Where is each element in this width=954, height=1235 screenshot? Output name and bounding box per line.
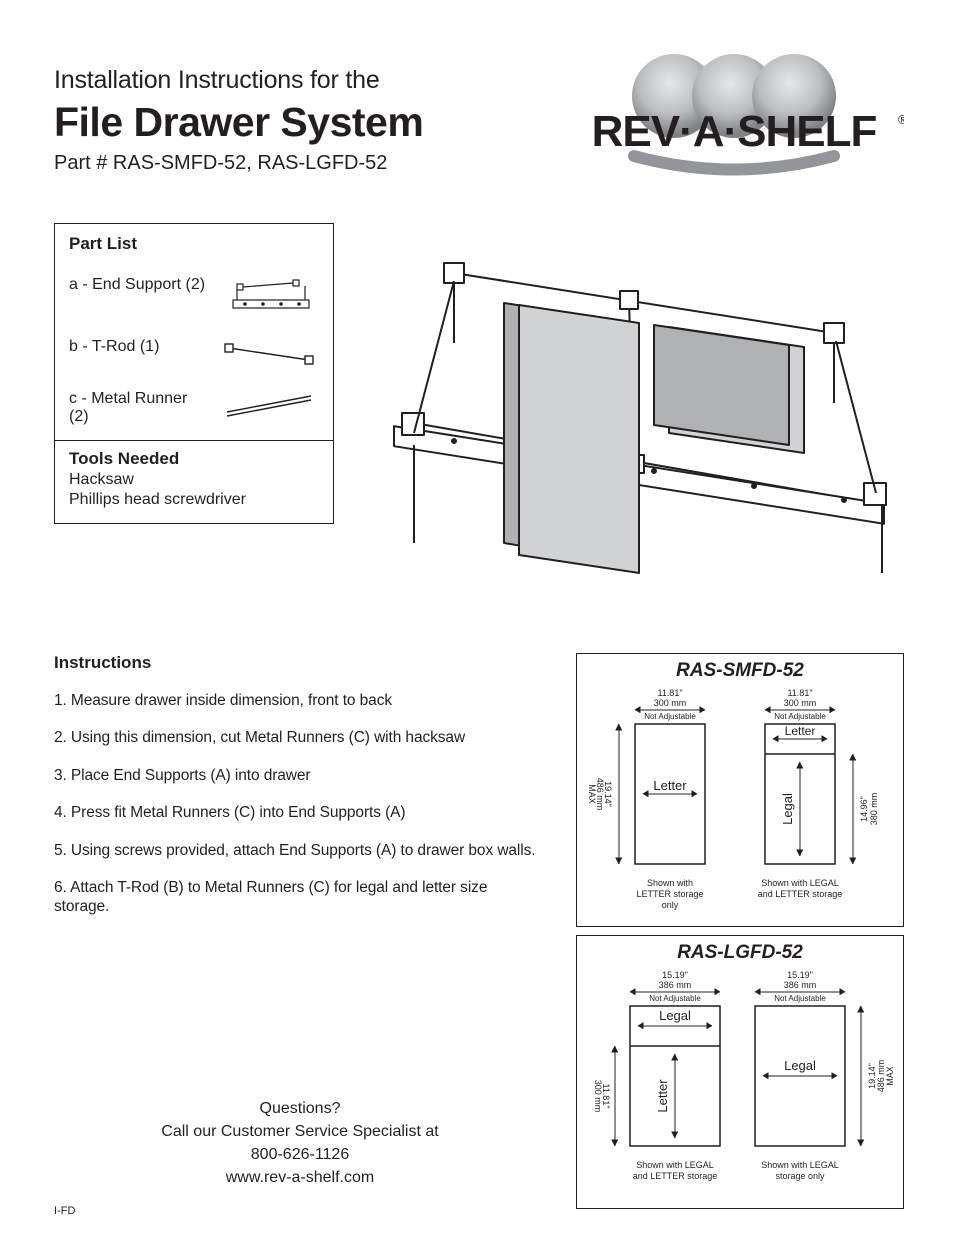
step-2: 2. Using this dimension, cut Metal Runne…	[54, 728, 546, 747]
svg-text:Letter: Letter	[785, 724, 816, 738]
part-item-c: c - Metal Runner (2)	[69, 390, 319, 426]
svg-text:15.19": 15.19"	[662, 970, 688, 980]
brand-logo: REV·A·SHELF ®	[564, 48, 904, 183]
svg-text:Not Adjustable: Not Adjustable	[644, 712, 696, 721]
svg-text:Shown with LEGAL: Shown with LEGAL	[761, 878, 839, 888]
svg-text:Shown with: Shown with	[647, 878, 693, 888]
questions-phone: 800-626-1126	[54, 1143, 546, 1166]
step-1: 1. Measure drawer inside dimension, fron…	[54, 691, 546, 710]
part-item-a: a - End Support (2)	[69, 276, 319, 316]
svg-text:15.19": 15.19"	[787, 970, 813, 980]
step-3: 3. Place End Supports (A) into drawer	[54, 766, 546, 785]
diagram-smfd: RAS-SMFD-52 11.81" 300 mm Not Adjustable…	[576, 653, 904, 927]
svg-text:300 mm: 300 mm	[654, 698, 687, 708]
part-item-b: b - T-Rod (1)	[69, 338, 319, 368]
svg-text:Shown with LEGAL: Shown with LEGAL	[636, 1160, 714, 1170]
header: Installation Instructions for the File D…	[54, 48, 904, 183]
part-a-label: a - End Support (2)	[69, 276, 205, 294]
svg-text:11.81": 11.81"	[657, 688, 682, 698]
svg-text:and LETTER storage: and LETTER storage	[758, 889, 843, 899]
step-6: 6. Attach T-Rod (B) to Metal Runners (C)…	[54, 878, 546, 917]
questions-url: www.rev-a-shelf.com	[54, 1166, 546, 1189]
svg-text:Not Adjustable: Not Adjustable	[649, 994, 701, 1003]
tools-needed: Tools Needed Hacksaw Phillips head screw…	[55, 441, 333, 523]
parts-box: Part List a - End Support (2) b - T-Rod …	[54, 223, 334, 524]
questions-block: Questions? Call our Customer Service Spe…	[54, 1097, 546, 1190]
part-c-label: c - Metal Runner (2)	[69, 390, 211, 426]
lower-row: Instructions 1. Measure drawer inside di…	[54, 653, 904, 1217]
svg-text:Legal: Legal	[784, 1058, 816, 1073]
svg-text:only: only	[662, 900, 679, 910]
questions-line1: Questions?	[54, 1097, 546, 1120]
questions-line2: Call our Customer Service Specialist at	[54, 1120, 546, 1143]
svg-text:Not Adjustable: Not Adjustable	[774, 712, 826, 721]
svg-text:380 mm: 380 mm	[869, 793, 879, 826]
tools-title: Tools Needed	[69, 449, 319, 469]
svg-text:Letter: Letter	[653, 778, 687, 793]
part-b-label: b - T-Rod (1)	[69, 338, 159, 356]
page-title: File Drawer System	[54, 99, 423, 146]
svg-text:storage only: storage only	[775, 1171, 825, 1181]
svg-text:14.96": 14.96"	[859, 796, 869, 822]
part-list: Part List a - End Support (2) b - T-Rod …	[55, 224, 333, 441]
diagram1-title: RAS-SMFD-52	[585, 660, 895, 682]
metal-runner-icon	[219, 390, 319, 420]
diagram2-title: RAS-LGFD-52	[585, 942, 895, 964]
svg-text:Not Adjustable: Not Adjustable	[774, 994, 826, 1003]
part-number: Part # RAS-SMFD-52, RAS-LGFD-52	[54, 152, 423, 175]
title-block: Installation Instructions for the File D…	[54, 48, 423, 175]
footer-code: I-FD	[54, 1205, 75, 1217]
tool-2: Phillips head screwdriver	[69, 491, 319, 509]
svg-text:Legal: Legal	[659, 1008, 691, 1023]
svg-text:386 mm: 386 mm	[659, 980, 692, 990]
svg-text:300 mm: 300 mm	[593, 1080, 603, 1113]
svg-text:Shown with LEGAL: Shown with LEGAL	[761, 1160, 839, 1170]
tool-1: Hacksaw	[69, 471, 319, 489]
step-4: 4. Press fit Metal Runners (C) into End …	[54, 803, 546, 822]
diagram1-svg: 11.81" 300 mm Not Adjustable Letter 19.1…	[585, 686, 895, 916]
step-5: 5. Using screws provided, attach End Sup…	[54, 841, 546, 860]
assembly-diagram	[374, 223, 894, 623]
t-rod-icon	[219, 338, 319, 368]
svg-text:Letter: Letter	[655, 1079, 670, 1113]
instructions-block: Instructions 1. Measure drawer inside di…	[54, 653, 546, 1189]
diagram2-svg: 15.19" 386 mm Not Adjustable Legal Lette…	[585, 968, 895, 1198]
svg-text:and LETTER storage: and LETTER storage	[633, 1171, 718, 1181]
svg-text:386 mm: 386 mm	[784, 980, 817, 990]
svg-text:300 mm: 300 mm	[784, 698, 817, 708]
diagram-lgfd: RAS-LGFD-52 15.19" 386 mm Not Adjustable…	[576, 935, 904, 1209]
pretitle: Installation Instructions for the	[54, 66, 423, 95]
mid-row: Part List a - End Support (2) b - T-Rod …	[54, 223, 904, 623]
part-list-title: Part List	[69, 234, 319, 254]
end-support-icon	[219, 276, 319, 316]
svg-text:MAX: MAX	[587, 784, 597, 804]
svg-text:LETTER storage: LETTER storage	[636, 889, 703, 899]
svg-text:11.81": 11.81"	[787, 688, 812, 698]
svg-text:REV·A·SHELF: REV·A·SHELF	[592, 107, 877, 156]
svg-text:MAX: MAX	[885, 1066, 895, 1086]
instructions-title: Instructions	[54, 653, 546, 673]
dimension-diagrams: RAS-SMFD-52 11.81" 300 mm Not Adjustable…	[576, 653, 904, 1217]
svg-text:Legal: Legal	[780, 793, 795, 825]
svg-text:®: ®	[898, 112, 904, 127]
